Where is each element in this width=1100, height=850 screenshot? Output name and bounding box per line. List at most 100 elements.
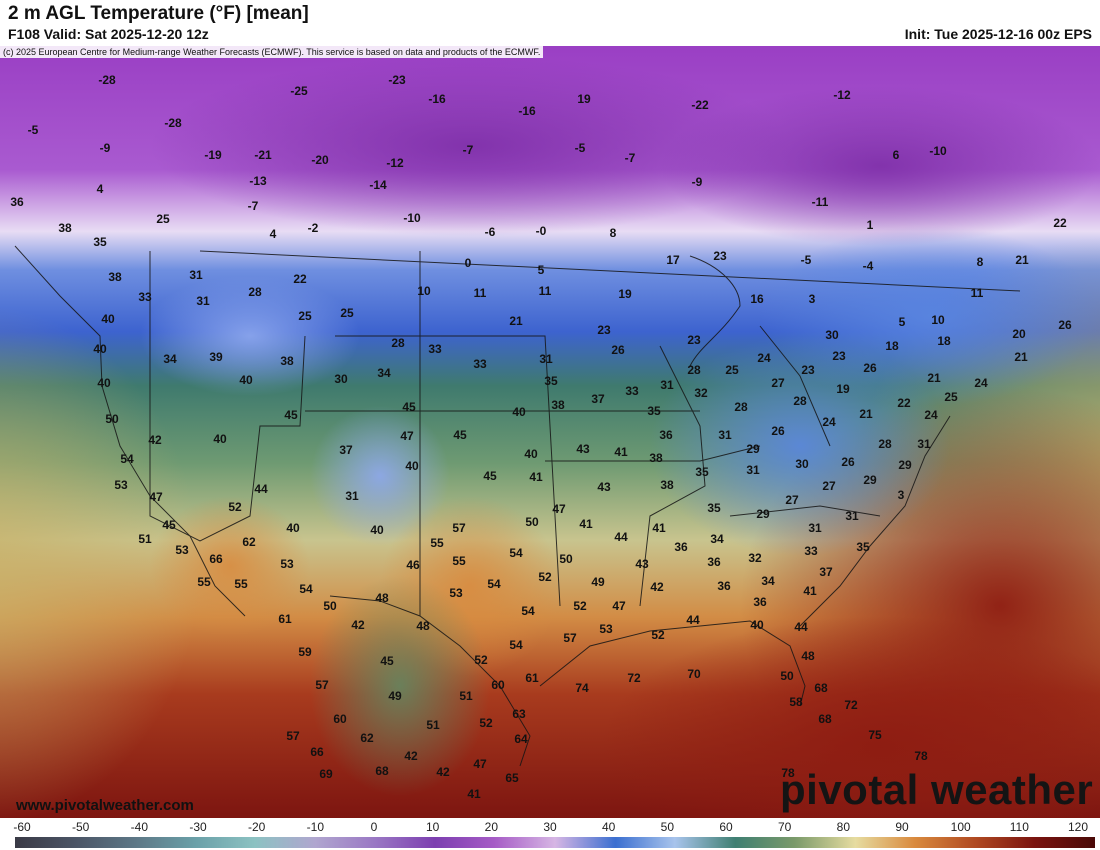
temperature-label: 32 bbox=[748, 551, 762, 565]
temperature-label: 53 bbox=[449, 586, 463, 600]
temperature-label: 41 bbox=[467, 787, 481, 801]
temperature-label: 26 bbox=[841, 455, 855, 469]
temperature-label: 25 bbox=[944, 390, 958, 404]
temperature-label: 29 bbox=[746, 442, 760, 456]
temperature-label: 41 bbox=[614, 445, 628, 459]
temperature-label: 21 bbox=[859, 407, 873, 421]
temperature-label: 39 bbox=[209, 350, 223, 364]
temperature-label: 50 bbox=[525, 515, 539, 529]
temperature-label: 28 bbox=[687, 363, 701, 377]
temperature-label: 21 bbox=[509, 314, 523, 328]
temperature-label: 19 bbox=[577, 92, 591, 106]
temperature-label: 70 bbox=[687, 667, 701, 681]
temperature-label: 17 bbox=[666, 253, 680, 267]
temperature-label: 10 bbox=[931, 313, 945, 327]
temperature-label: 38 bbox=[551, 398, 565, 412]
temperature-label: -20 bbox=[311, 153, 329, 167]
temperature-label: 41 bbox=[579, 517, 593, 531]
temperature-label: 26 bbox=[1058, 318, 1072, 332]
temperature-label: 37 bbox=[339, 443, 353, 457]
temperature-label: 22 bbox=[897, 396, 911, 410]
temperature-label: 50 bbox=[559, 552, 573, 566]
temperature-label: 53 bbox=[280, 557, 294, 571]
temperature-label: 8 bbox=[610, 226, 617, 240]
temperature-label: -9 bbox=[692, 175, 703, 189]
temperature-label: 55 bbox=[452, 554, 466, 568]
temperature-label: 11 bbox=[539, 284, 552, 298]
map-title: 2 m AGL Temperature (°F) [mean] bbox=[8, 3, 309, 24]
temperature-label: 28 bbox=[734, 400, 748, 414]
temperature-label: 28 bbox=[793, 394, 807, 408]
temperature-label: 48 bbox=[375, 591, 389, 605]
temperature-label: 52 bbox=[474, 653, 488, 667]
temperature-label: -19 bbox=[204, 148, 222, 162]
temperature-label: 11 bbox=[474, 286, 487, 300]
temperature-label: 54 bbox=[521, 604, 535, 618]
temperature-label: 57 bbox=[315, 678, 329, 692]
colorbar-tick-label: 90 bbox=[895, 820, 909, 834]
header-bar: 2 m AGL Temperature (°F) [mean] F108 Val… bbox=[0, 0, 1100, 46]
temperature-label: 28 bbox=[248, 285, 262, 299]
temperature-label: 40 bbox=[750, 618, 764, 632]
temperature-label: 22 bbox=[293, 272, 307, 286]
temperature-label: 34 bbox=[377, 366, 391, 380]
temperature-label: 78 bbox=[781, 766, 795, 780]
temperature-label: -21 bbox=[254, 148, 272, 162]
temperature-label: -2 bbox=[308, 221, 319, 235]
temperature-label: 60 bbox=[333, 712, 347, 726]
temperature-label: 38 bbox=[280, 354, 294, 368]
temperature-label: 62 bbox=[360, 731, 374, 745]
temperature-label: 64 bbox=[514, 732, 528, 746]
temperature-label: 36 bbox=[674, 540, 688, 554]
colorbar-tick-label: 20 bbox=[484, 820, 499, 834]
temperature-label: 47 bbox=[552, 502, 566, 516]
temperature-label: 41 bbox=[529, 470, 543, 484]
temperature-label: 19 bbox=[618, 287, 632, 301]
temperature-label: 20 bbox=[1012, 327, 1026, 341]
temperature-label: 52 bbox=[651, 628, 665, 642]
temperature-label: 47 bbox=[473, 757, 487, 771]
temperature-label: 31 bbox=[917, 437, 931, 451]
temperature-map[interactable]: -28 -25 -23 -16 -16 19 -22 -12 -5 -9 -28 -19 -21 -20-… bbox=[0, 46, 1100, 818]
temperature-label: 54 bbox=[509, 638, 523, 652]
temperature-label: -7 bbox=[625, 151, 636, 165]
temperature-label: 40 bbox=[370, 523, 384, 537]
temperature-label: -10 bbox=[403, 211, 421, 225]
temperature-label: 40 bbox=[93, 342, 107, 356]
temperature-label: 43 bbox=[635, 557, 649, 571]
temperature-label: 26 bbox=[771, 424, 785, 438]
temperature-label: 31 bbox=[345, 489, 359, 503]
temperature-label: 40 bbox=[239, 373, 253, 387]
temperature-label: 68 bbox=[818, 712, 832, 726]
temperature-label: 57 bbox=[452, 521, 466, 535]
temperature-label: 52 bbox=[538, 570, 552, 584]
temperature-label: -14 bbox=[369, 178, 387, 192]
site-url[interactable]: www.pivotalweather.com bbox=[16, 797, 194, 814]
colorbar-tick-label: -60 bbox=[13, 820, 31, 834]
temperature-label: 52 bbox=[479, 716, 493, 730]
temperature-label: 54 bbox=[120, 452, 134, 466]
temperature-label: 40 bbox=[286, 521, 300, 535]
temperature-label: 4 bbox=[97, 182, 104, 196]
temperature-label: 41 bbox=[803, 584, 817, 598]
temperature-label: 21 bbox=[927, 371, 941, 385]
temperature-label: 40 bbox=[524, 447, 538, 461]
temperature-label: 25 bbox=[725, 363, 739, 377]
temperature-label: -6 bbox=[485, 225, 496, 239]
temperature-label: 66 bbox=[310, 745, 324, 759]
temperature-label: 24 bbox=[757, 351, 771, 365]
colorbar-tick-label: 60 bbox=[719, 820, 733, 834]
temperature-label: 26 bbox=[863, 361, 877, 375]
temperature-label: 36 bbox=[659, 428, 673, 442]
temperature-label: 24 bbox=[974, 376, 988, 390]
temperature-label: 33 bbox=[625, 384, 639, 398]
temperature-label: 44 bbox=[254, 482, 268, 496]
colorbar-tick-label: -30 bbox=[189, 820, 207, 834]
temperature-label: 62 bbox=[242, 535, 256, 549]
temperature-label: 72 bbox=[627, 671, 641, 685]
temperature-label: 42 bbox=[436, 765, 450, 779]
temperature-label: 53 bbox=[599, 622, 613, 636]
temperature-label: 45 bbox=[284, 408, 298, 422]
temperature-label: -16 bbox=[428, 92, 446, 106]
